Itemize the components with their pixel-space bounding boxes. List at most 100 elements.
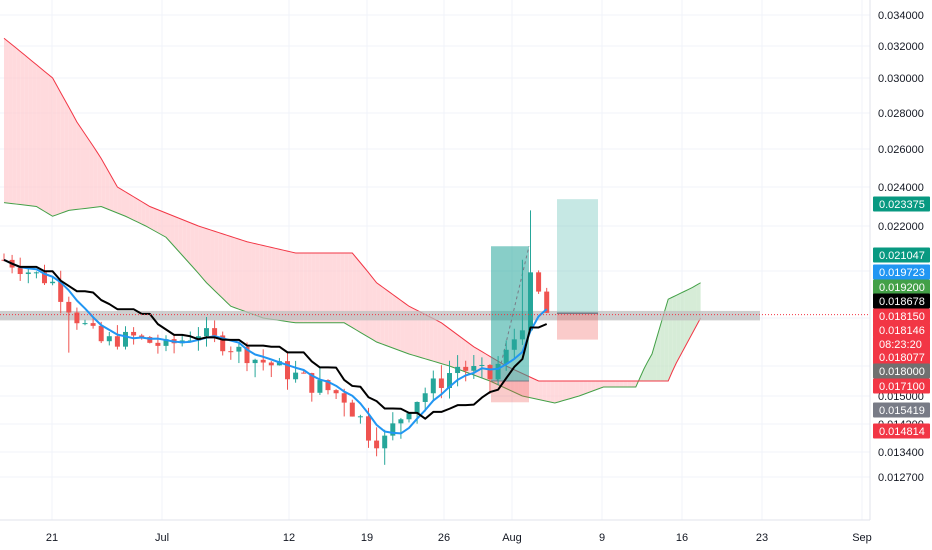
time-tick-label: 21 <box>46 532 58 544</box>
cloud-segment <box>16 48 21 205</box>
cloud-segment <box>259 244 264 318</box>
cloud-segment <box>145 204 150 229</box>
price-label-badge <box>873 423 930 439</box>
cloud-segment <box>287 251 292 323</box>
candle-body <box>487 364 493 380</box>
cloud-segment <box>676 293 681 363</box>
candle-body <box>503 349 509 364</box>
cloud-segment <box>141 201 146 226</box>
cloud-segment <box>332 253 337 323</box>
cloud-segment <box>109 172 114 212</box>
cloud-segment <box>611 381 616 387</box>
support-zone[interactable] <box>0 310 760 321</box>
ichimoku-cloud <box>3 37 702 404</box>
cloud-segment <box>36 64 41 209</box>
cloud-segment <box>692 285 697 333</box>
cloud-segment <box>348 253 353 328</box>
cloud-segment <box>222 233 227 303</box>
price-label-text: 0.019723 <box>879 267 925 279</box>
cloud-segment <box>558 381 563 402</box>
cloud-segment <box>328 253 333 323</box>
cloud-segment <box>311 253 316 323</box>
cloud-segment <box>562 381 567 401</box>
cloud-segment <box>672 295 677 372</box>
cloud-segment <box>453 331 458 369</box>
candle-body <box>139 335 145 338</box>
price-label-text: 0.014814 <box>879 426 925 438</box>
cloud-segment <box>372 277 377 342</box>
cloud-segment <box>56 85 61 215</box>
time-tick-label: 12 <box>283 532 295 544</box>
cloud-segment <box>210 229 215 291</box>
long-position-path <box>496 246 530 382</box>
candle-body <box>438 378 444 388</box>
cloud-segment <box>178 217 183 256</box>
cloud-segment <box>579 381 584 396</box>
price-label-text: 08:23:20 <box>879 339 922 351</box>
cloud-segment <box>238 239 243 311</box>
time-axis[interactable]: 21 Jul 12 19 26 Aug 9 16 23 Sep <box>46 532 872 544</box>
price-label-badge <box>873 264 930 280</box>
cloud-segment <box>64 99 69 212</box>
cloud-segment <box>550 381 555 403</box>
price-label-text: 0.018150 <box>879 311 925 323</box>
cloud-segment <box>587 381 592 393</box>
candle-body <box>220 335 226 352</box>
cloud-segment <box>323 253 328 323</box>
cloud-segment <box>360 262 365 335</box>
cloud-segment <box>607 381 612 387</box>
price-label-badge <box>873 378 930 394</box>
candle-body <box>479 364 485 366</box>
cloud-segment <box>263 245 268 319</box>
cloud-segment <box>303 253 308 323</box>
candle-body <box>82 323 88 325</box>
cloud-segment <box>465 340 470 374</box>
cloud-segment <box>421 312 426 359</box>
price-label-badge <box>873 402 930 418</box>
cloud-segment <box>344 253 349 326</box>
cloud-segment <box>234 237 239 310</box>
cloud-segment <box>247 241 252 314</box>
price-label-badge <box>873 247 930 263</box>
price-label-badge <box>873 322 930 338</box>
candle-body <box>212 328 218 336</box>
leading-span-b <box>3 37 702 382</box>
candle-body <box>25 272 31 275</box>
cloud-segment <box>575 381 580 398</box>
candle-body <box>17 267 23 275</box>
cloud-segment <box>101 158 106 209</box>
cloud-segment <box>554 381 559 403</box>
price-label-text: 0.018146 <box>879 325 925 337</box>
time-tick-label: Aug <box>502 532 522 544</box>
cloud-segment <box>85 134 90 209</box>
ichimoku-lines <box>3 258 548 435</box>
price-tick-label: 0.032000 <box>878 41 924 53</box>
cloud-segment <box>315 253 320 323</box>
price-tick-label: 0.022000 <box>878 221 924 233</box>
cloud-segment <box>299 253 304 323</box>
price-tick-label: 0.013400 <box>878 447 924 459</box>
cloud-segment <box>368 272 373 340</box>
position-tools[interactable] <box>491 199 598 403</box>
candle-body <box>382 435 388 449</box>
cloud-segment <box>534 379 539 400</box>
cloud-segment <box>275 248 280 321</box>
long-position-2-profit <box>557 199 598 314</box>
cloud-segment <box>542 381 547 402</box>
price-label-badge <box>873 363 930 379</box>
cloud-segment <box>445 325 450 366</box>
cloud-segment <box>76 122 81 210</box>
price-label-badge <box>873 349 930 365</box>
cloud-segment <box>279 249 284 321</box>
cloud-segment <box>599 381 604 389</box>
candle-body <box>366 416 371 441</box>
cloud-segment <box>538 381 543 401</box>
cloud-segment <box>619 381 624 387</box>
price-label-text: 0.017100 <box>879 381 925 393</box>
price-label-text: 0.015419 <box>879 405 925 417</box>
candle-body <box>390 423 396 436</box>
cloud-segment <box>206 228 211 287</box>
time-tick-label: 16 <box>676 532 688 544</box>
cloud-segment <box>656 326 661 381</box>
